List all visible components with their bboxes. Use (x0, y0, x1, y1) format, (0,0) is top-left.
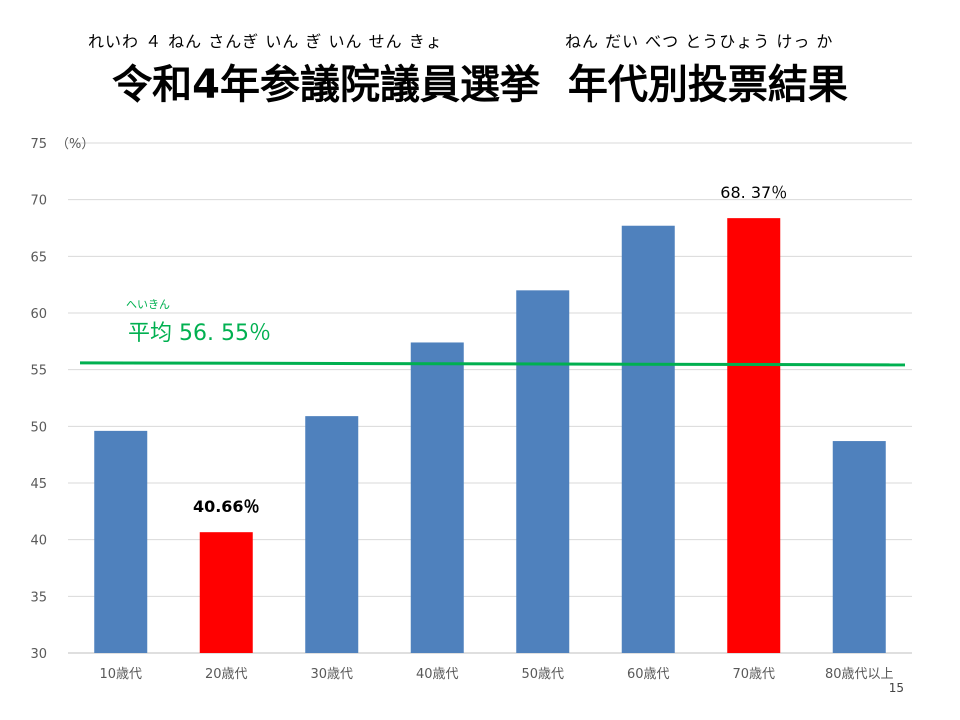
x-category-label: 50歳代 (521, 667, 564, 682)
y-tick-label: 70 (30, 194, 47, 209)
x-category-label: 30歳代 (310, 667, 353, 682)
y-tick-label: 60 (30, 307, 47, 322)
data-label: 40.66％ (193, 497, 260, 516)
bar-8 (832, 441, 886, 653)
x-category-label: 60歳代 (627, 667, 670, 682)
bar-3 (305, 416, 359, 653)
page-number: 15 (888, 681, 904, 695)
bar-2 (199, 532, 253, 653)
average-ruby: へいきん (126, 298, 170, 311)
title-ruby-left: れいわ ４ ねん さんぎ いん ぎ いん せん きょ (88, 32, 443, 51)
data-label: 68. 37％ (720, 183, 787, 202)
y-tick-label: 50 (30, 420, 47, 435)
y-tick-label: 75 (30, 137, 47, 152)
x-category-label: 20歳代 (205, 667, 248, 682)
x-category-label: 80歳代以上 (825, 667, 894, 682)
average-label: 平均 56. 55％ (128, 321, 271, 346)
y-tick-label: 55 (30, 364, 47, 379)
bar-4 (410, 342, 464, 653)
y-axis-unit-label: （%） (56, 137, 94, 152)
bar-5 (516, 290, 570, 653)
bar-7 (727, 218, 781, 653)
title-ruby-right: ねん だい べつ とうひょう けっ か (565, 32, 834, 51)
y-tick-label: 30 (30, 647, 47, 662)
y-tick-label: 45 (30, 477, 47, 492)
y-tick-label: 35 (30, 590, 47, 605)
y-tick-label: 40 (30, 534, 47, 549)
bar-6 (621, 225, 675, 653)
x-category-label: 70歳代 (732, 667, 775, 682)
slide-title: 令和4年参議院議員選挙 年代別投票結果 (112, 62, 848, 108)
x-category-label: 40歳代 (416, 667, 459, 682)
x-category-label: 10歳代 (99, 667, 142, 682)
average-line (79, 361, 906, 367)
y-tick-label: 65 (30, 250, 47, 265)
bar-1 (94, 430, 148, 653)
